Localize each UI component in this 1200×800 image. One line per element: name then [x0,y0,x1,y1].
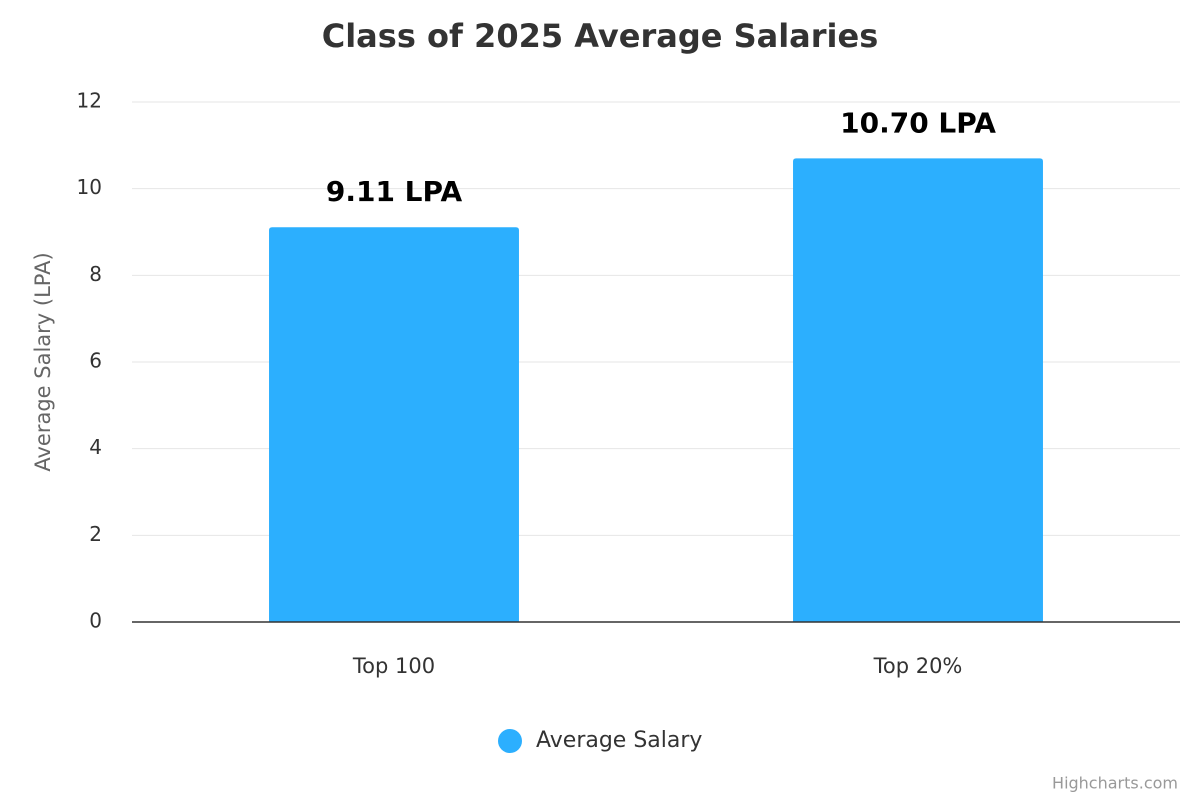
data-label: 9.11 LPA [326,175,463,208]
y-tick-label: 12 [77,89,102,113]
x-tick-label: Top 100 [352,654,435,678]
y-tick-label: 4 [89,435,102,459]
y-tick-label: 0 [89,609,102,633]
y-axis-title: Average Salary (LPA) [31,252,55,471]
y-tick-label: 8 [89,262,102,286]
x-tick-label: Top 20% [873,654,963,678]
legend-label[interactable]: Average Salary [536,728,702,753]
chart-title: Class of 2025 Average Salaries [322,17,879,55]
credits[interactable]: Highcharts.com [1052,774,1178,793]
bar [269,227,519,622]
y-tick-label: 10 [77,175,102,199]
data-label: 10.70 LPA [840,106,996,139]
y-tick-label: 2 [89,522,102,546]
bar [793,158,1043,623]
y-tick-label: 6 [89,349,102,373]
legend-symbol [498,729,522,753]
